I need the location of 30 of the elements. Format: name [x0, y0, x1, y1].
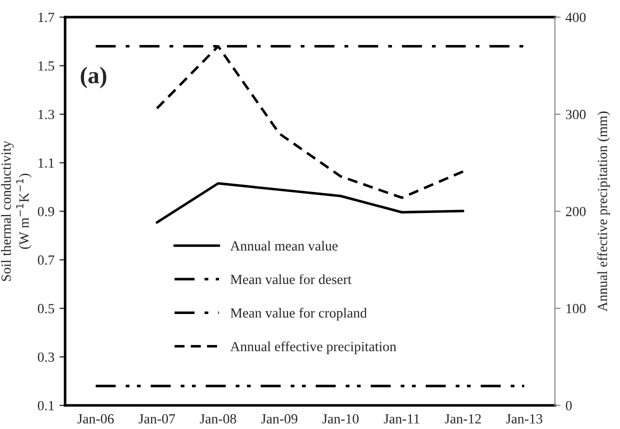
- y-tick-label: 0.1: [38, 400, 54, 410]
- y-tick-label: 0.7: [38, 255, 54, 265]
- y-tick-label: 1.7: [38, 12, 54, 22]
- line-series: [156, 182, 464, 224]
- x-tick-label: Jan-12: [444, 414, 481, 424]
- y2-tick-label: 100: [566, 304, 586, 314]
- annotation: (a): [80, 66, 106, 88]
- x-tick-label: Jan-10: [322, 414, 359, 424]
- y2-tick-label: 0: [566, 400, 572, 410]
- y-tick-label: 0.5: [38, 304, 54, 314]
- y-tick-label: 0.9: [38, 206, 54, 216]
- legend-label: Mean value for cropland: [230, 308, 367, 321]
- legend-label: Annual mean value: [230, 240, 338, 251]
- x-tick-label: Jan-07: [138, 414, 176, 424]
- y-axis-title: Soil thermal conductivity (W m$^{−1}$K$^{−1}$): [1, 140, 32, 281]
- x-tick-label: Jan-06: [77, 414, 114, 424]
- y2-axis-title: Annual effective precipitation (mm): [597, 112, 610, 312]
- y2-tick-label: 300: [566, 110, 586, 120]
- x-tick-label: Jan-11: [384, 414, 420, 424]
- y-tick-label: 1.1: [38, 158, 54, 168]
- y-tick-label: 1.5: [38, 61, 54, 71]
- y-tick-label: 1.3: [38, 110, 54, 120]
- y2-tick-label: 400: [566, 12, 586, 22]
- x-tick-label: Jan-09: [261, 414, 298, 424]
- y2-tick-label: 200: [566, 206, 586, 216]
- legend-label: Annual effective precipitation: [230, 341, 396, 354]
- x-tick-label: Jan-08: [200, 414, 236, 424]
- x-tick-label: Jan-13: [506, 414, 542, 424]
- y-tick-label: 0.3: [38, 352, 54, 362]
- legend-label: Mean value for desert: [230, 274, 352, 284]
